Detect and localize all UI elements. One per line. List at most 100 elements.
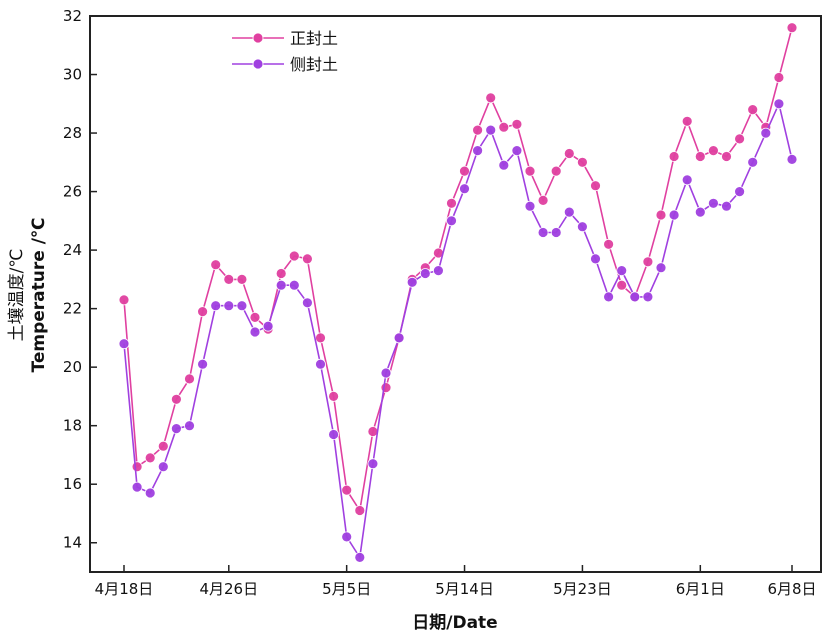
series-1-point xyxy=(694,151,706,162)
series-1-point xyxy=(210,259,222,271)
series-1-point xyxy=(275,268,287,279)
y-tick-label: 14 xyxy=(63,534,82,552)
series-2-point xyxy=(223,300,235,312)
series-2-point xyxy=(288,279,300,291)
series-1-point xyxy=(236,273,248,285)
series-1-point xyxy=(328,390,340,402)
series-1-point xyxy=(668,151,680,162)
series-1-point xyxy=(524,165,536,177)
x-tick-label: 4月18日 xyxy=(95,580,154,598)
series-2-point xyxy=(197,358,209,370)
series-1-point xyxy=(603,238,614,250)
series-2-point xyxy=(118,338,130,350)
y-tick-label: 28 xyxy=(63,124,82,142)
series-2-point xyxy=(301,297,313,309)
series-1-point xyxy=(223,273,235,285)
series-1-point xyxy=(459,165,470,177)
series-2-point xyxy=(432,265,444,277)
series-2-point xyxy=(681,174,693,186)
series-2-point xyxy=(380,367,392,379)
series-2-point xyxy=(249,326,261,338)
x-tick-label: 5月14日 xyxy=(435,580,494,598)
series-2-point xyxy=(563,206,575,218)
series-1-point xyxy=(472,124,484,136)
series-2-point xyxy=(354,552,366,563)
series-2-point xyxy=(694,206,706,218)
series-line-1 xyxy=(123,27,793,513)
series-line-2 xyxy=(123,101,793,560)
series-2-point xyxy=(747,156,759,168)
series-1-point xyxy=(144,452,156,464)
series-1-point xyxy=(485,92,497,104)
series-2-point xyxy=(236,300,248,312)
series-1-point xyxy=(131,461,143,473)
series-1-point xyxy=(341,484,353,496)
series-2-point xyxy=(262,320,274,332)
series-2-point xyxy=(524,200,536,212)
series-1-point xyxy=(786,22,798,34)
series-1-point xyxy=(301,253,313,265)
series-2-point xyxy=(393,332,405,344)
series-2-point xyxy=(734,186,745,198)
y-tick-label: 32 xyxy=(63,7,82,25)
series-1-point xyxy=(315,332,326,344)
series-2-point xyxy=(419,268,431,279)
series-2-point xyxy=(341,531,353,543)
series-2-point xyxy=(760,127,772,139)
axes: 14 16 18 20 22 24 26 28 30 32 4月18日 4月26日 5月5日 5月14日 5… xyxy=(63,7,822,598)
series-2-point xyxy=(446,215,457,227)
series-1-point xyxy=(197,306,209,318)
x-tick-label: 5月5日 xyxy=(322,580,371,598)
series-1-point xyxy=(747,104,759,115)
series-2-point xyxy=(367,458,379,470)
y-tick-label: 18 xyxy=(63,417,82,435)
plot-frame xyxy=(89,15,822,573)
series-1-point xyxy=(773,72,785,83)
series-1-point xyxy=(380,382,392,394)
series-2-point xyxy=(472,145,484,157)
series-2-point xyxy=(511,145,523,157)
y-axis-title-en: Temperature /℃ xyxy=(29,218,49,373)
x-tick-label: 6月1日 xyxy=(676,580,725,598)
series-2-point xyxy=(642,291,654,303)
y-tick-label: 22 xyxy=(63,300,82,318)
series-1-point xyxy=(655,209,667,221)
y-tick-label: 30 xyxy=(63,66,82,84)
series-1-point xyxy=(184,373,195,385)
y-tick-label: 24 xyxy=(63,241,82,259)
series-2-point xyxy=(577,221,588,233)
series-2-point xyxy=(668,209,680,221)
series-2-point xyxy=(655,262,667,274)
series-1-point xyxy=(249,311,261,323)
legend-marker-1 xyxy=(252,32,264,44)
y-tick-label: 20 xyxy=(63,358,82,376)
series-1-point xyxy=(157,440,169,452)
series-1-point xyxy=(354,505,366,516)
series-1-point xyxy=(170,393,182,405)
x-axis-title: 日期/Date xyxy=(412,613,497,633)
series-1-point xyxy=(550,165,562,177)
y-tick-label: 26 xyxy=(63,183,82,201)
series-2-point xyxy=(590,253,601,265)
x-tick-label: 4月26日 xyxy=(199,580,258,598)
series-2-point xyxy=(537,227,549,238)
y-tick-label: 16 xyxy=(63,475,82,493)
series-2-point xyxy=(786,153,798,165)
series-2-point xyxy=(170,423,182,435)
series-layer xyxy=(118,22,798,563)
series-2-point xyxy=(616,265,628,277)
series-1-point xyxy=(616,279,628,291)
series-2-point xyxy=(721,200,732,212)
x-tick-label: 6月8日 xyxy=(767,580,816,598)
series-1-point xyxy=(511,118,523,130)
x-tick-label: 5月23日 xyxy=(553,580,612,598)
y-axis-title-cn: 土壤温度/℃ xyxy=(6,249,27,342)
series-2-point xyxy=(157,461,169,473)
series-2-point xyxy=(485,124,497,136)
legend-label-1: 正封土 xyxy=(290,29,338,48)
series-2-point xyxy=(550,227,562,238)
series-2-point xyxy=(498,159,510,171)
legend-marker-2 xyxy=(252,58,264,70)
